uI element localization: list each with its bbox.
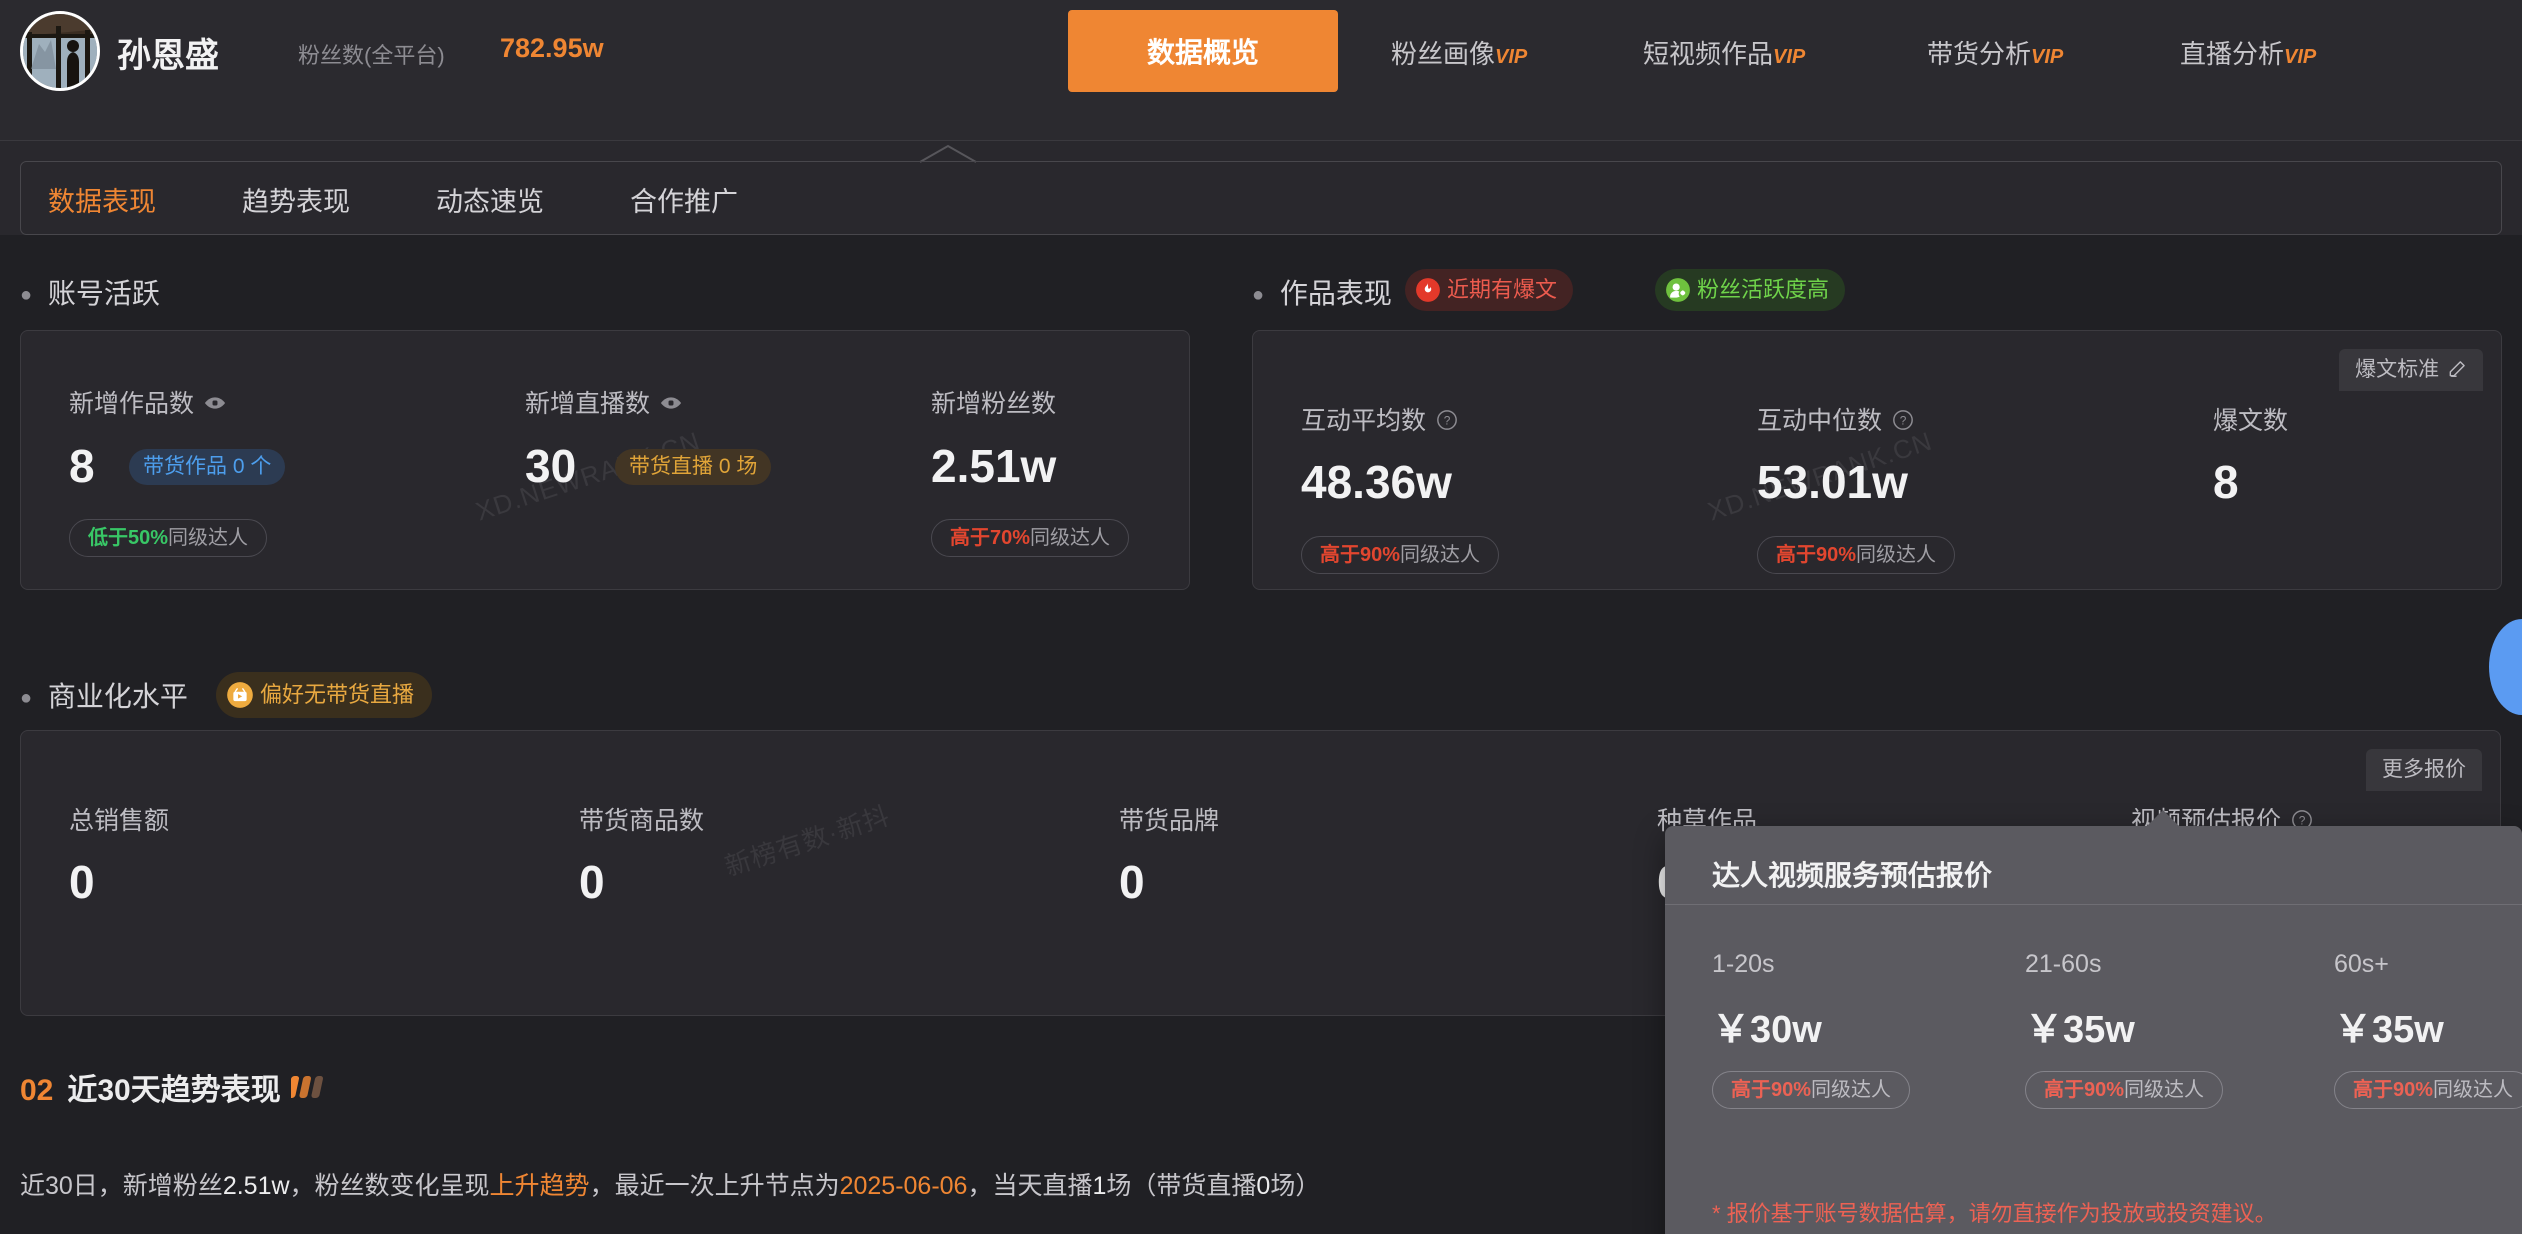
svg-text:?: ? — [1444, 414, 1451, 428]
svg-text:?: ? — [1900, 414, 1907, 428]
